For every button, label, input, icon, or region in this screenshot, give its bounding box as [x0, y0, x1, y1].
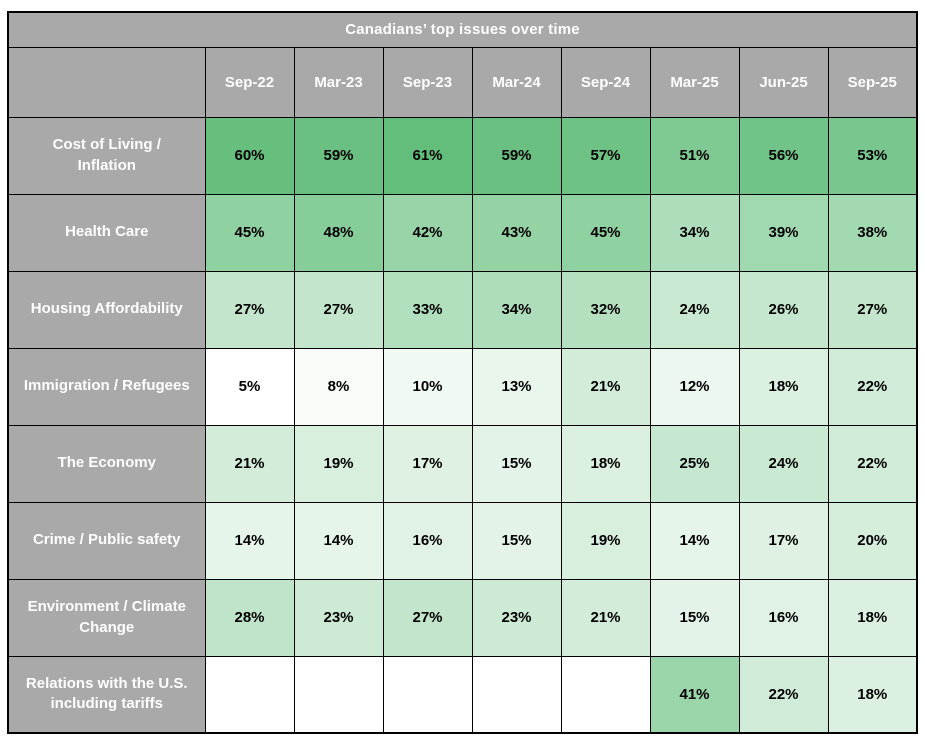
row-label: Cost of Living / Inflation	[7, 116, 206, 195]
heatmap-cell: 8%	[293, 347, 384, 426]
heatmap-cell: 32%	[560, 270, 651, 349]
heatmap-cell: 24%	[649, 270, 740, 349]
column-header: Mar-24	[471, 46, 562, 118]
heatmap-cell: 14%	[649, 501, 740, 580]
column-header: Mar-23	[293, 46, 384, 118]
heatmap-cell: 18%	[827, 578, 918, 657]
heatmap-cell: 33%	[382, 270, 473, 349]
issues-heatmap-table: Canadians’ top issues over time Sep-22 Ma…	[7, 11, 918, 734]
heatmap-cell	[382, 655, 473, 734]
heatmap-cell: 53%	[827, 116, 918, 195]
table-row: The Economy 21% 19% 17% 15% 18% 25% 24% 22%	[7, 424, 918, 503]
heatmap-cell: 22%	[827, 424, 918, 503]
heatmap-cell: 45%	[204, 193, 295, 272]
heatmap-cell: 14%	[204, 501, 295, 580]
heatmap-cell: 28%	[204, 578, 295, 657]
heatmap-cell: 15%	[471, 501, 562, 580]
heatmap-cell: 60%	[204, 116, 295, 195]
row-label: Crime / Public safety	[7, 501, 206, 580]
heatmap-cell: 5%	[204, 347, 295, 426]
table-row: Cost of Living / Inflation 60% 59% 61% 59% 57…	[7, 116, 918, 195]
row-label: The Economy	[7, 424, 206, 503]
heatmap-cell: 34%	[471, 270, 562, 349]
heatmap-cell: 17%	[382, 424, 473, 503]
heatmap-cell: 18%	[827, 655, 918, 734]
heatmap-cell: 48%	[293, 193, 384, 272]
heatmap-cell: 14%	[293, 501, 384, 580]
heatmap-cell: 21%	[560, 347, 651, 426]
heatmap-cell: 10%	[382, 347, 473, 426]
heatmap-cell: 27%	[293, 270, 384, 349]
table-row: Relations with the U.S. including tariff…	[7, 655, 918, 734]
header-row: Sep-22 Mar-23 Sep-23 Mar-24 Sep-24 Mar-25 Jun-…	[7, 46, 918, 118]
column-header: Sep-23	[382, 46, 473, 118]
heatmap-cell: 23%	[293, 578, 384, 657]
heatmap-cell: 27%	[204, 270, 295, 349]
heatmap-cell: 59%	[471, 116, 562, 195]
table-row: Health Care 45% 48% 42% 43% 45% 34% 39% 38%	[7, 193, 918, 272]
heatmap-cell: 18%	[738, 347, 829, 426]
heatmap-cell: 56%	[738, 116, 829, 195]
heatmap-cell: 26%	[738, 270, 829, 349]
heatmap-cell: 24%	[738, 424, 829, 503]
row-label: Environment / Climate Change	[7, 578, 206, 657]
heatmap-cell: 15%	[649, 578, 740, 657]
heatmap-cell: 61%	[382, 116, 473, 195]
column-header: Jun-25	[738, 46, 829, 118]
row-label: Housing Affordability	[7, 270, 206, 349]
heatmap-cell: 22%	[738, 655, 829, 734]
heatmap-cell: 27%	[382, 578, 473, 657]
column-header: Sep-24	[560, 46, 651, 118]
heatmap-cell: 57%	[560, 116, 651, 195]
table-row: Environment / Climate Change 28% 23% 27% 23%…	[7, 578, 918, 657]
heatmap-cell	[471, 655, 562, 734]
heatmap-cell: 19%	[560, 501, 651, 580]
heatmap-cell: 41%	[649, 655, 740, 734]
column-header: Mar-25	[649, 46, 740, 118]
heatmap-cell: 27%	[827, 270, 918, 349]
heatmap-cell	[560, 655, 651, 734]
heatmap-cell: 15%	[471, 424, 562, 503]
heatmap-cell: 21%	[560, 578, 651, 657]
heatmap-cell: 18%	[560, 424, 651, 503]
heatmap-cell: 25%	[649, 424, 740, 503]
chart-title: Canadians’ top issues over time	[7, 11, 918, 48]
heatmap-cell: 22%	[827, 347, 918, 426]
heatmap-cell: 42%	[382, 193, 473, 272]
heatmap-cell: 16%	[738, 578, 829, 657]
column-header: Sep-25	[827, 46, 918, 118]
heatmap-cell	[293, 655, 384, 734]
heatmap-cell: 12%	[649, 347, 740, 426]
heatmap-cell: 51%	[649, 116, 740, 195]
heatmap-cell: 19%	[293, 424, 384, 503]
heatmap-cell: 16%	[382, 501, 473, 580]
row-label: Immigration / Refugees	[7, 347, 206, 426]
heatmap-cell: 23%	[471, 578, 562, 657]
heatmap-cell: 20%	[827, 501, 918, 580]
corner-cell	[7, 46, 206, 118]
heatmap-cell: 38%	[827, 193, 918, 272]
row-label: Relations with the U.S. including tariff…	[7, 655, 206, 734]
heatmap-cell: 21%	[204, 424, 295, 503]
heatmap-cell: 45%	[560, 193, 651, 272]
heatmap-cell: 59%	[293, 116, 384, 195]
heatmap-cell	[204, 655, 295, 734]
title-row: Canadians’ top issues over time	[7, 11, 918, 48]
heatmap-table-container: Canadians’ top issues over time Sep-22 Ma…	[7, 11, 918, 734]
table-row: Immigration / Refugees 5% 8% 10% 13% 21% 12% 18…	[7, 347, 918, 426]
heatmap-cell: 17%	[738, 501, 829, 580]
heatmap-cell: 13%	[471, 347, 562, 426]
heatmap-cell: 39%	[738, 193, 829, 272]
column-header: Sep-22	[204, 46, 295, 118]
heatmap-cell: 34%	[649, 193, 740, 272]
row-label: Health Care	[7, 193, 206, 272]
table-row: Housing Affordability 27% 27% 33% 34% 32% 24% 2…	[7, 270, 918, 349]
table-row: Crime / Public safety 14% 14% 16% 15% 19% 14% 1…	[7, 501, 918, 580]
heatmap-cell: 43%	[471, 193, 562, 272]
